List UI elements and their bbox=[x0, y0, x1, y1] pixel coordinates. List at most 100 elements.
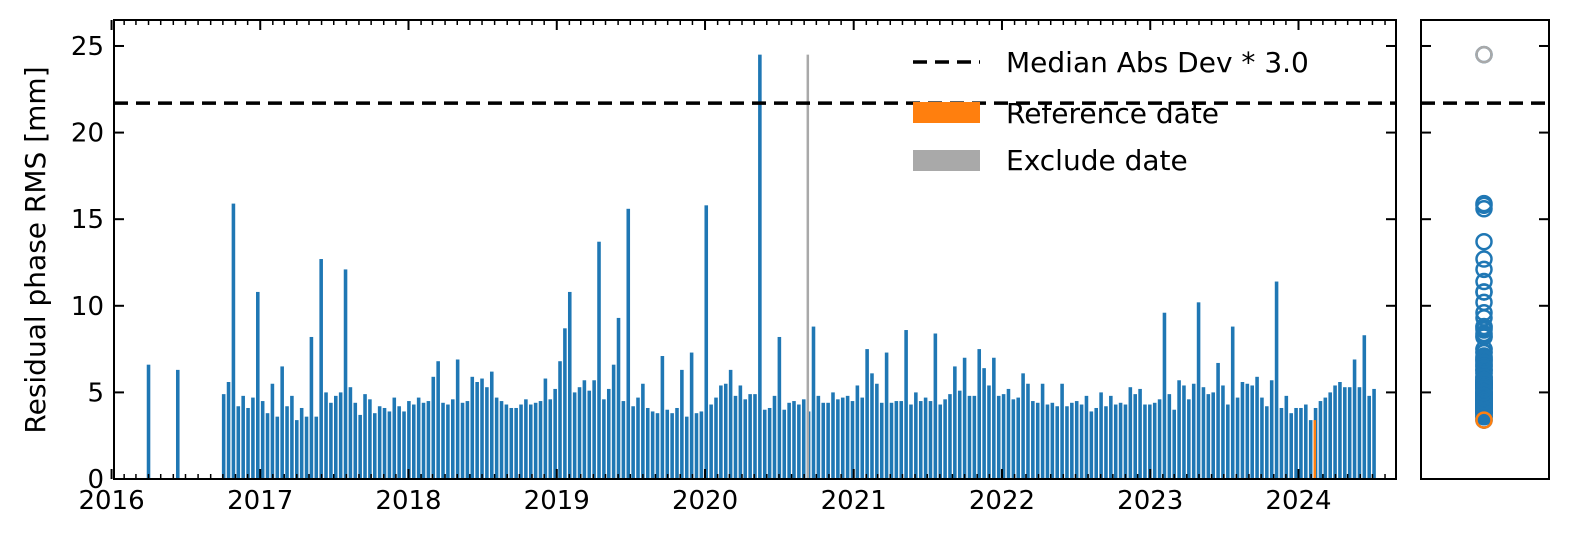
bar bbox=[1211, 392, 1215, 479]
x-tick-label: 2022 bbox=[969, 486, 1035, 516]
bar bbox=[329, 402, 333, 479]
bar bbox=[953, 366, 957, 479]
bar bbox=[767, 407, 772, 479]
y-tick-label: 5 bbox=[87, 378, 104, 408]
bar bbox=[831, 392, 835, 479]
bar bbox=[485, 387, 489, 479]
bar bbox=[655, 413, 660, 479]
bar bbox=[480, 378, 484, 479]
bar bbox=[299, 407, 304, 479]
bar bbox=[1006, 388, 1011, 479]
bar bbox=[1065, 406, 1069, 479]
x-tick-label: 2016 bbox=[78, 486, 144, 516]
bar bbox=[494, 397, 499, 479]
bar bbox=[1172, 409, 1176, 479]
bar bbox=[1040, 383, 1045, 479]
bar bbox=[1152, 402, 1157, 479]
bar bbox=[606, 388, 611, 479]
bar bbox=[928, 401, 933, 479]
bar bbox=[704, 205, 709, 479]
exclude-bar bbox=[806, 54, 810, 479]
bar bbox=[475, 382, 479, 479]
bar bbox=[1074, 401, 1079, 479]
bar bbox=[1148, 404, 1152, 479]
bar bbox=[1191, 383, 1196, 479]
legend: Median Abs Dev * 3.0 Reference date Excl… bbox=[913, 46, 1309, 177]
bar bbox=[982, 368, 986, 479]
bar bbox=[845, 395, 850, 479]
bar bbox=[1143, 404, 1147, 479]
bar bbox=[855, 385, 860, 479]
bar bbox=[1357, 387, 1362, 479]
bar bbox=[602, 399, 606, 479]
bar bbox=[616, 317, 621, 479]
bar bbox=[416, 397, 421, 479]
side-frame bbox=[1420, 19, 1550, 480]
bar bbox=[689, 352, 694, 479]
bar bbox=[738, 385, 743, 479]
bar bbox=[1050, 402, 1055, 479]
bar bbox=[923, 397, 928, 479]
bar bbox=[1274, 281, 1279, 479]
bar bbox=[1162, 312, 1167, 479]
x-tick-label: 2021 bbox=[821, 486, 887, 516]
bar bbox=[836, 399, 840, 479]
bar bbox=[314, 416, 319, 479]
bar bbox=[592, 380, 596, 479]
bar bbox=[660, 356, 665, 479]
bar bbox=[343, 269, 348, 479]
bar bbox=[246, 407, 250, 479]
bar bbox=[611, 364, 616, 479]
bar bbox=[684, 416, 689, 479]
bar bbox=[460, 402, 465, 479]
bar bbox=[470, 376, 475, 479]
bar bbox=[402, 411, 406, 479]
y-tick-label: 25 bbox=[71, 32, 104, 62]
bar bbox=[1269, 380, 1274, 479]
reference-point bbox=[1475, 411, 1493, 429]
bar bbox=[758, 54, 762, 479]
bar bbox=[577, 387, 582, 479]
bar bbox=[782, 409, 787, 479]
bar bbox=[1118, 402, 1123, 479]
bar bbox=[1245, 383, 1250, 479]
bar bbox=[1094, 407, 1098, 479]
bar bbox=[821, 402, 826, 479]
bar bbox=[373, 413, 377, 479]
bar bbox=[992, 357, 996, 479]
bar bbox=[918, 401, 923, 479]
bar bbox=[319, 259, 323, 479]
bar bbox=[1318, 401, 1323, 479]
bar bbox=[1323, 397, 1328, 479]
bar bbox=[368, 399, 372, 479]
bar bbox=[743, 399, 748, 479]
x-tick-label: 2018 bbox=[375, 486, 441, 516]
bar bbox=[1260, 397, 1264, 479]
bar bbox=[528, 404, 533, 479]
bar bbox=[499, 401, 504, 479]
bar bbox=[270, 383, 275, 479]
bar bbox=[719, 385, 723, 479]
bar bbox=[421, 402, 426, 479]
bar bbox=[1060, 383, 1064, 479]
bar bbox=[251, 397, 255, 479]
bar bbox=[938, 404, 943, 479]
y-tick-label: 20 bbox=[71, 119, 104, 149]
bar bbox=[450, 399, 455, 479]
bar bbox=[446, 404, 450, 479]
bar bbox=[753, 394, 757, 479]
bar bbox=[1133, 394, 1137, 479]
bar bbox=[1230, 326, 1235, 479]
bar bbox=[1123, 404, 1128, 479]
bar bbox=[1055, 406, 1059, 479]
bar bbox=[631, 406, 635, 479]
bar bbox=[1138, 388, 1142, 479]
bar bbox=[967, 395, 972, 479]
bar bbox=[1201, 387, 1206, 479]
bar bbox=[621, 401, 626, 479]
bar bbox=[1045, 404, 1050, 479]
x-tick-label: 2017 bbox=[227, 486, 293, 516]
bar bbox=[909, 404, 913, 479]
bar bbox=[728, 369, 733, 479]
